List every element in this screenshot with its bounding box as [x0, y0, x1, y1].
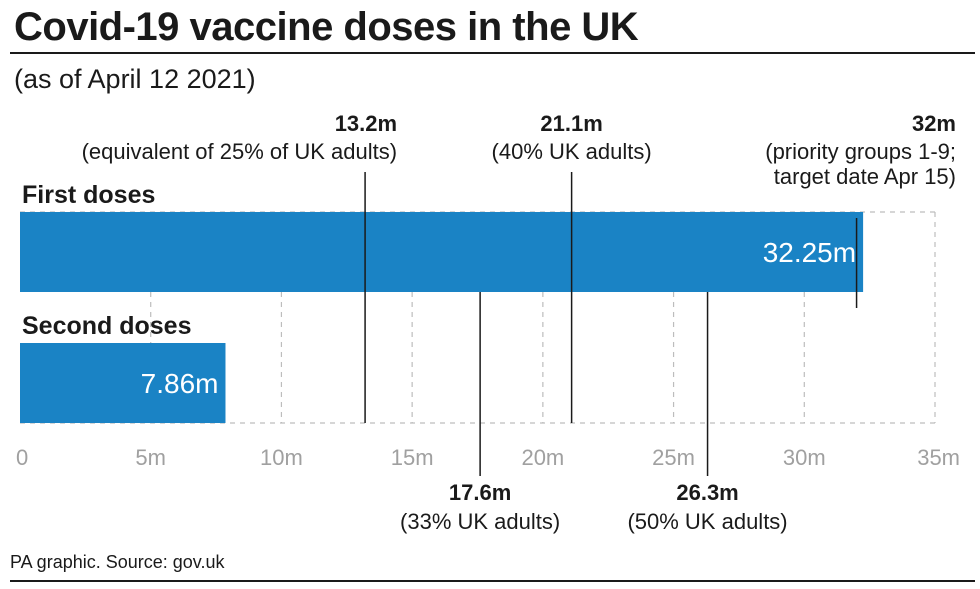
annotation-value-2: 32m [912, 111, 956, 136]
x-tick-label-6: 30m [783, 445, 826, 470]
chart-subtitle: (as of April 12 2021) [14, 64, 256, 94]
annotation-text-0-0: (equivalent of 25% of UK adults) [82, 139, 398, 164]
x-tick-label-1: 5m [135, 445, 166, 470]
x-tick-label-2: 10m [260, 445, 303, 470]
bar-0 [20, 212, 864, 292]
labels: 32.25m First doses 7.86m Second doses 0 5m 10m… [16, 111, 960, 534]
bar-value-label-1: 7.86m [141, 368, 219, 399]
annotation-text-2-0: (priority groups 1-9; [765, 139, 956, 164]
annotation-value-1: 21.1m [540, 111, 602, 136]
source-note: PA graphic. Source: gov.uk [10, 552, 225, 572]
x-tick-label-4: 20m [521, 445, 564, 470]
annotation-text-3-0: (33% UK adults) [400, 509, 560, 534]
x-tick-label-3: 15m [391, 445, 434, 470]
x-tick-label-7: 35m [917, 445, 960, 470]
category-label-0: First doses [22, 181, 155, 209]
annotation-value-0: 13.2m [335, 111, 397, 136]
annotation-text-4-0: (50% UK adults) [627, 509, 787, 534]
category-label-1: Second doses [22, 312, 192, 340]
x-tick-label-0: 0 [16, 445, 28, 470]
bar-1 [20, 343, 226, 423]
chart-title: Covid-19 vaccine doses in the UK [14, 5, 639, 49]
bar-value-label-0: 32.25m [763, 237, 856, 268]
annotation-text-2-1: target date Apr 15) [774, 164, 956, 189]
footer-divider [10, 580, 975, 582]
annotation-value-3: 17.6m [449, 480, 511, 505]
title-divider [10, 52, 975, 54]
annotation-value-4: 26.3m [676, 480, 738, 505]
bars [20, 212, 864, 423]
x-tick-label-5: 25m [652, 445, 695, 470]
annotation-lines [364, 172, 858, 476]
annotation-text-1-0: (40% UK adults) [492, 139, 652, 164]
